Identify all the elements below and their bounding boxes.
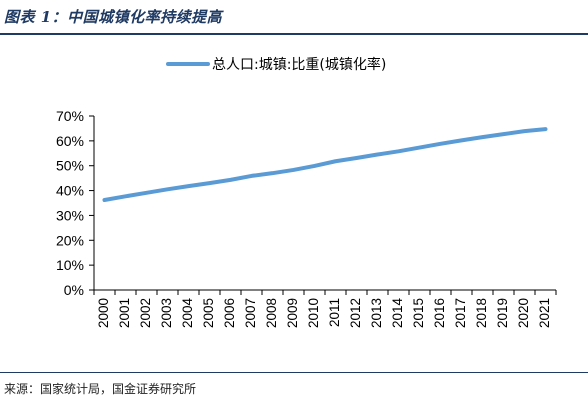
x-tick-label: 2001: [117, 298, 132, 328]
axes: [93, 116, 556, 291]
x-tick-label: 2016: [432, 298, 447, 328]
series-line: [102, 127, 548, 203]
source-note: 来源：国家统计局，国金证券研究所: [4, 382, 197, 396]
y-tick-label: 0%: [64, 282, 84, 298]
x-tick-label: 2012: [348, 298, 363, 328]
x-tick-label: 2007: [243, 298, 258, 328]
y-tick-label: 10%: [56, 257, 84, 273]
y-axis-ticks: 0% 10% 20% 30% 40% 50% 60% 70%: [56, 108, 94, 298]
x-tick-label: 2000: [96, 298, 111, 328]
x-tick-label: 2020: [516, 298, 531, 328]
y-tick-label: 70%: [56, 108, 84, 124]
x-tick-label: 2003: [159, 298, 174, 328]
x-tick-label: 2010: [306, 298, 321, 328]
x-axis-ticks: 2000 2001 2002 2003 2004 2005 2006 2007 2008 2009…: [93, 290, 557, 329]
figure-title-bar: 图表 1：中国城镇化率持续提高: [0, 0, 588, 34]
x-tick-label: 2018: [474, 298, 489, 328]
y-tick-label: 20%: [56, 232, 84, 248]
x-tick-label: 2019: [495, 298, 510, 328]
x-tick-label: 2021: [537, 298, 552, 328]
x-tick-label: 2014: [390, 298, 405, 329]
footer-divider: [0, 372, 588, 373]
x-tick-label: 2004: [180, 298, 195, 329]
legend-label: 总人口:城镇:比重(城镇化率): [212, 56, 386, 73]
line-chart: 总人口:城镇:比重(城镇化率) 0%10%20%30%40%50%60%70% …: [56, 56, 557, 329]
y-tick-label: 30%: [56, 207, 84, 223]
x-tick-label: 2013: [369, 298, 384, 328]
y-tick-label: 60%: [56, 133, 84, 149]
x-tick-label: 2006: [222, 298, 237, 328]
x-tick-label: 2009: [285, 298, 300, 328]
x-tick-label: 2002: [138, 298, 153, 328]
x-tick-label: 2011: [327, 298, 342, 327]
y-tick-label: 40%: [56, 183, 84, 199]
x-tick-label: 2008: [264, 298, 279, 328]
title-divider: [0, 33, 588, 35]
legend: 总人口:城镇:比重(城镇化率): [166, 56, 386, 73]
x-tick-label: 2005: [201, 298, 216, 328]
y-tick-label: 50%: [56, 158, 84, 174]
x-tick-label: 2017: [453, 298, 468, 328]
figure-title: 图表 1：中国城镇化率持续提高: [4, 8, 223, 26]
x-tick-label: 2015: [411, 298, 426, 328]
